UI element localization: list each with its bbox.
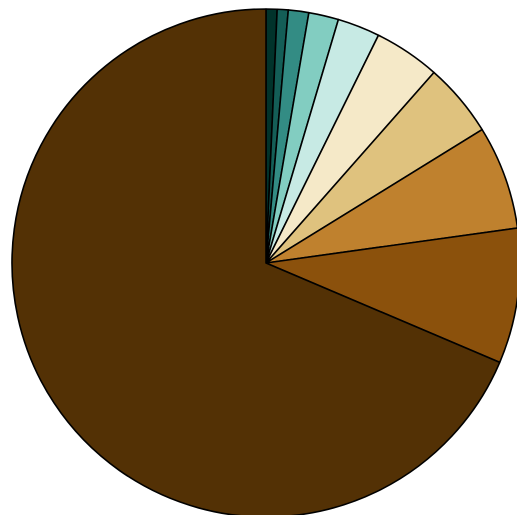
pie-slice-10 bbox=[11, 8, 501, 515]
pie-slices bbox=[11, 8, 517, 515]
pie-slice-9 bbox=[265, 227, 517, 364]
pie-slice-8 bbox=[265, 128, 517, 264]
